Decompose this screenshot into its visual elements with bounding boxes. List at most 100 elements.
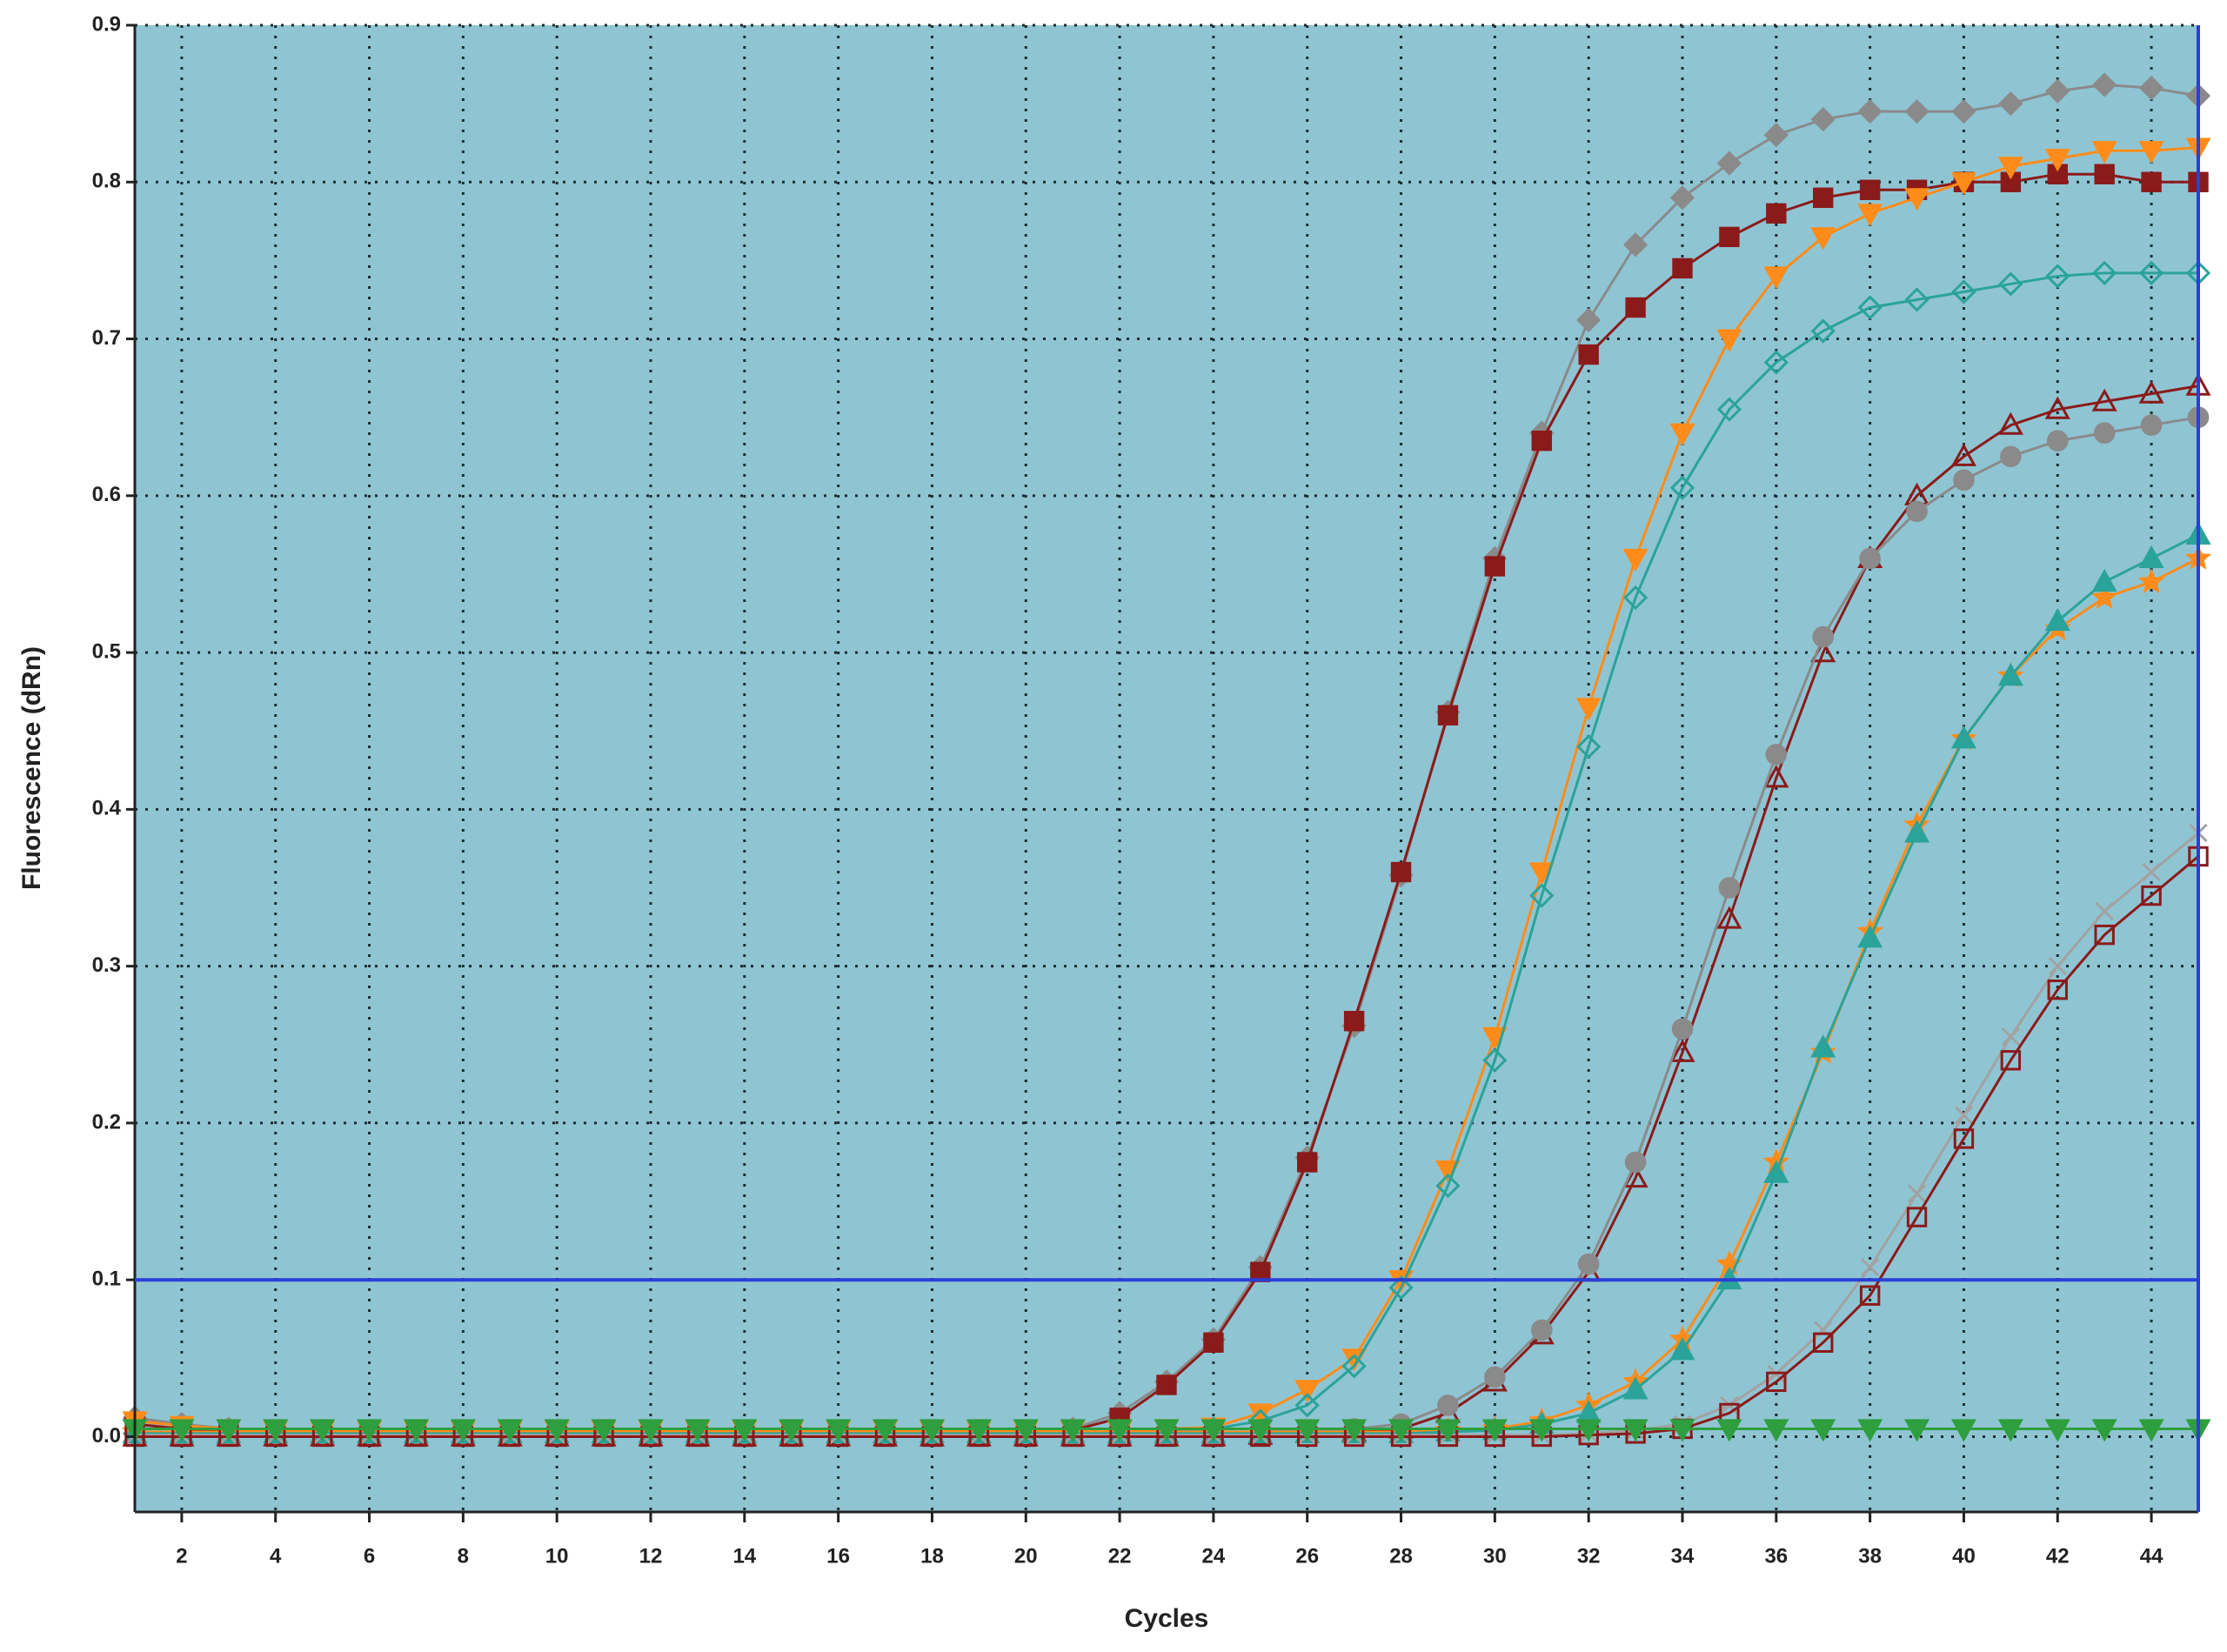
marker [1528,862,1555,886]
marker [1766,203,1787,224]
marker [1813,1332,1834,1354]
marker [2138,260,2164,285]
marker [1716,397,1742,422]
marker [1859,179,1881,200]
marker [1904,99,1929,124]
marker [2142,862,2161,882]
marker [1765,743,1788,766]
marker [1903,188,1930,211]
marker [169,1419,195,1442]
marker [1859,547,1881,570]
marker [1904,287,1929,312]
x-tick-label: 8 [458,1544,469,1568]
marker [1576,734,1602,759]
marker [2138,380,2164,404]
marker [2138,1419,2164,1442]
marker [2137,568,2165,593]
marker [1013,1419,1039,1442]
marker [1622,232,1649,257]
marker [1577,1253,1600,1275]
marker [1341,1419,1368,1442]
y-tick-label: 0.9 [92,12,121,36]
marker [1903,1419,1930,1442]
marker [1622,1164,1649,1188]
marker [1669,475,1695,500]
marker [2141,171,2162,192]
y-tick-label: 0.2 [92,1110,121,1134]
marker [1576,307,1602,333]
marker [1998,91,2023,117]
marker [1998,271,2023,297]
marker [2000,445,2022,468]
marker [1437,705,1459,726]
y-tick-label: 0.6 [92,483,121,506]
marker [263,1419,289,1442]
marker [1107,1419,1133,1442]
marker [919,1419,946,1442]
series-layer [121,72,2212,1448]
marker [1060,1419,1086,1442]
marker [1435,1419,1461,1442]
x-tick-label: 36 [1764,1544,1788,1568]
x-tick-label: 22 [1108,1544,1132,1568]
x-tick-label: 42 [2046,1544,2070,1568]
marker [1954,1106,1974,1125]
marker [2141,885,2162,906]
marker [2046,430,2069,452]
x-tick-label: 16 [826,1544,850,1568]
marker [1484,556,1506,577]
x-tick-label: 40 [1952,1544,1976,1568]
marker [2001,1027,2021,1047]
marker [1388,1419,1414,1442]
marker [1622,1419,1649,1442]
marker [2091,1419,2117,1442]
marker [1859,1285,1881,1306]
marker [2044,396,2070,419]
marker [310,1419,336,1442]
marker [2138,75,2164,101]
marker [1622,585,1649,611]
x-tick-label: 14 [732,1544,756,1568]
marker [2092,72,2117,97]
y-tick-label: 0.8 [92,170,121,193]
marker [1481,1419,1508,1442]
marker [1530,1319,1553,1341]
marker [1997,157,2023,180]
y-tick-label: 0.1 [92,1267,121,1291]
marker [1763,123,1789,148]
marker [1669,1419,1695,1442]
marker [2092,260,2117,285]
x-tick-label: 30 [1483,1544,1507,1568]
marker [1388,1275,1414,1301]
marker [1903,819,1930,843]
marker [1247,1419,1274,1442]
marker [2138,545,2164,569]
marker [1528,1419,1555,1442]
marker [1951,279,1976,304]
marker [1810,107,1836,132]
marker [1860,1258,1880,1277]
marker [2000,1050,2022,1071]
x-tick-label: 26 [1295,1544,1319,1568]
x-tick-label: 20 [1014,1544,1038,1568]
marker [1203,1332,1224,1354]
x-tick-label: 28 [1389,1544,1413,1568]
marker [2045,78,2070,104]
marker [1953,1128,1975,1149]
marker [1200,1419,1227,1442]
marker [1907,1184,1927,1203]
marker [2091,141,2117,164]
x-tick-label: 2 [176,1544,187,1568]
marker [1297,1152,1318,1173]
marker [1716,329,1742,352]
marker [1624,1151,1647,1174]
marker [1294,1380,1321,1403]
x-axis-label: Cycles [1125,1604,1209,1633]
marker [2091,584,2118,609]
marker [826,1419,852,1442]
marker [450,1419,476,1442]
marker [403,1419,430,1442]
marker [1906,500,1928,523]
marker [2048,956,2067,976]
